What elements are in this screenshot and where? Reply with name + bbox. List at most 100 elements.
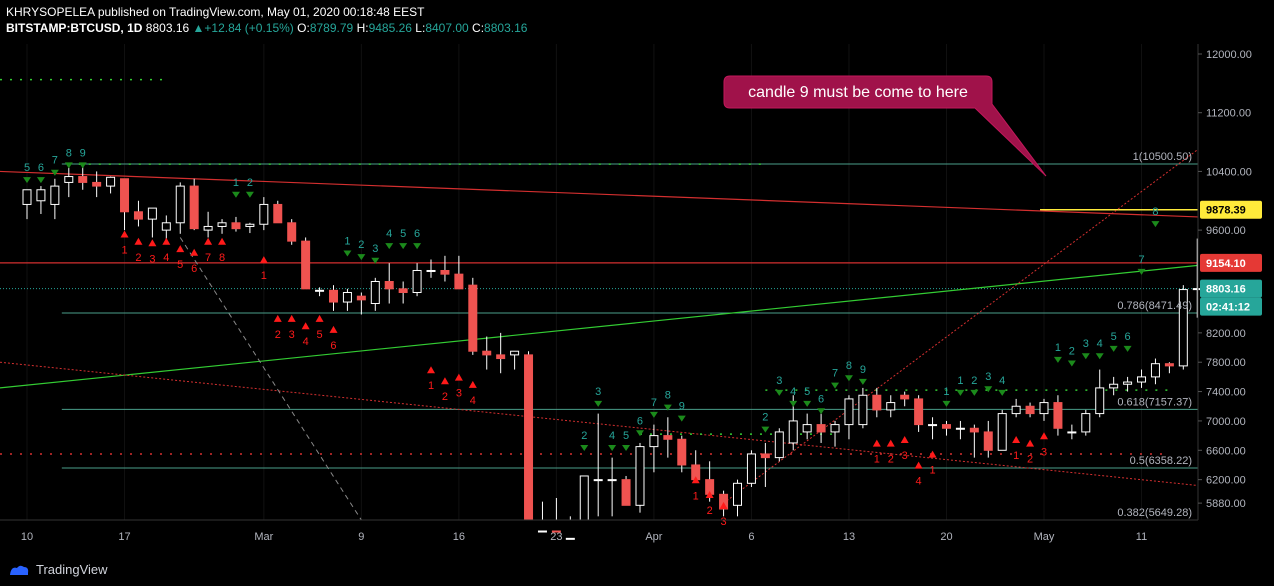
candle-body xyxy=(886,402,896,411)
open-label: O: xyxy=(297,21,310,35)
td-arrow xyxy=(427,366,436,374)
td-arrow xyxy=(176,245,185,253)
candle-body xyxy=(217,222,227,227)
candle-body xyxy=(955,427,965,430)
td-count: 1 xyxy=(233,177,239,189)
candle-body xyxy=(398,288,408,294)
candle-body xyxy=(844,398,854,426)
td-arrow xyxy=(287,314,296,322)
candle-body xyxy=(969,427,979,433)
candle-body xyxy=(802,424,812,433)
td-count: 7 xyxy=(205,252,211,264)
td-count: 1 xyxy=(261,270,267,282)
td-arrow xyxy=(789,400,798,407)
price-label-text: 02:41:12 xyxy=(1206,302,1250,314)
candle-body xyxy=(273,203,283,224)
price-tick-label: 5880.00 xyxy=(1206,498,1246,510)
td-count: 1 xyxy=(344,235,350,247)
open-value: 8789.79 xyxy=(309,21,354,35)
candle-body xyxy=(189,185,199,230)
tradingview-logo[interactable]: TradingView xyxy=(8,562,108,577)
td-count: 8 xyxy=(665,390,671,402)
drawn-lines xyxy=(0,78,1199,521)
price-label-text: 9878.39 xyxy=(1206,205,1246,217)
candle-body xyxy=(454,273,464,290)
time-tick-label: 23 xyxy=(550,531,562,543)
td-arrow xyxy=(886,439,895,447)
time-tick-label: 20 xyxy=(940,531,952,543)
candle-body xyxy=(22,189,32,205)
chart-header: KHRYSOPELEA published on TradingView.com… xyxy=(6,4,527,36)
time-tick-label: 11 xyxy=(1136,531,1147,543)
candle-body xyxy=(301,240,311,290)
td-count: 4 xyxy=(1097,338,1103,350)
td-arrow xyxy=(454,373,463,381)
last-price: 8803.16 xyxy=(145,21,190,35)
td-count: 6 xyxy=(637,415,643,427)
td-count: 5 xyxy=(400,228,406,240)
candle-body xyxy=(579,475,589,521)
td-arrow xyxy=(1109,345,1118,352)
td-arrow xyxy=(1137,268,1146,275)
candle-body xyxy=(1095,387,1105,415)
close-value: 8803.16 xyxy=(484,21,528,35)
td-arrow xyxy=(440,377,449,385)
td-count: 3 xyxy=(149,253,155,265)
td-count: 3 xyxy=(902,450,908,462)
td-arrow xyxy=(1151,221,1160,228)
td-arrow xyxy=(998,389,1007,396)
candle-body xyxy=(649,435,659,448)
candle-body xyxy=(1137,376,1147,383)
td-count: 3 xyxy=(721,516,727,528)
price-tick-label: 7800.00 xyxy=(1206,357,1246,369)
td-count: 2 xyxy=(1027,454,1033,466)
td-arrow xyxy=(594,400,603,407)
symbol[interactable]: BITSTAMP:BTCUSD, 1D xyxy=(6,21,143,35)
annotation-callout[interactable]: candle 9 must be come to here xyxy=(723,75,1047,177)
price-label-box xyxy=(1200,200,1262,219)
td-arrow xyxy=(148,239,157,247)
td-arrow xyxy=(385,243,394,250)
candle-body xyxy=(621,479,631,506)
td-count: 1 xyxy=(943,386,949,398)
td-count: 6 xyxy=(38,162,44,174)
td-arrow xyxy=(1026,439,1035,447)
fib-label: 1(10500.50) xyxy=(1133,151,1192,163)
td-count: 5 xyxy=(804,386,810,398)
td-arrow xyxy=(970,389,979,396)
candle-body xyxy=(370,280,380,305)
time-axis: 10 17 Mar 9 16 23 Apr 6 13 20 May 11 xyxy=(0,519,1198,543)
td-arrow xyxy=(1067,360,1076,367)
td-count: 1 xyxy=(874,454,880,466)
candle-body xyxy=(997,413,1007,451)
td-arrow xyxy=(413,243,422,250)
td-count: 4 xyxy=(916,476,922,488)
td-arrow xyxy=(301,322,310,330)
td-count: 4 xyxy=(470,395,476,407)
candle-body xyxy=(78,176,88,183)
grid xyxy=(26,44,1143,520)
td-count: 7 xyxy=(832,368,838,380)
candle-body xyxy=(1178,289,1188,367)
candle-body xyxy=(412,269,422,294)
td-count: 4 xyxy=(999,375,1005,387)
time-tick-label: 13 xyxy=(843,531,855,543)
candle-body xyxy=(496,354,506,360)
candle-body xyxy=(175,185,185,224)
td-arrow xyxy=(942,400,951,407)
td-count: 3 xyxy=(985,371,991,383)
candle-body xyxy=(342,292,352,303)
td-arrow xyxy=(36,177,45,184)
td-count: 8 xyxy=(219,252,225,264)
td-count: 1 xyxy=(929,465,935,477)
candle-body xyxy=(677,438,687,466)
td-arrow xyxy=(831,382,840,389)
td-arrow xyxy=(120,230,129,238)
candle-body xyxy=(914,398,924,426)
td-count: 4 xyxy=(609,430,615,442)
candle-body xyxy=(941,424,951,429)
price-tick-label: 7000.00 xyxy=(1206,416,1246,428)
td-arrow xyxy=(803,400,812,407)
candle-body xyxy=(106,176,116,187)
